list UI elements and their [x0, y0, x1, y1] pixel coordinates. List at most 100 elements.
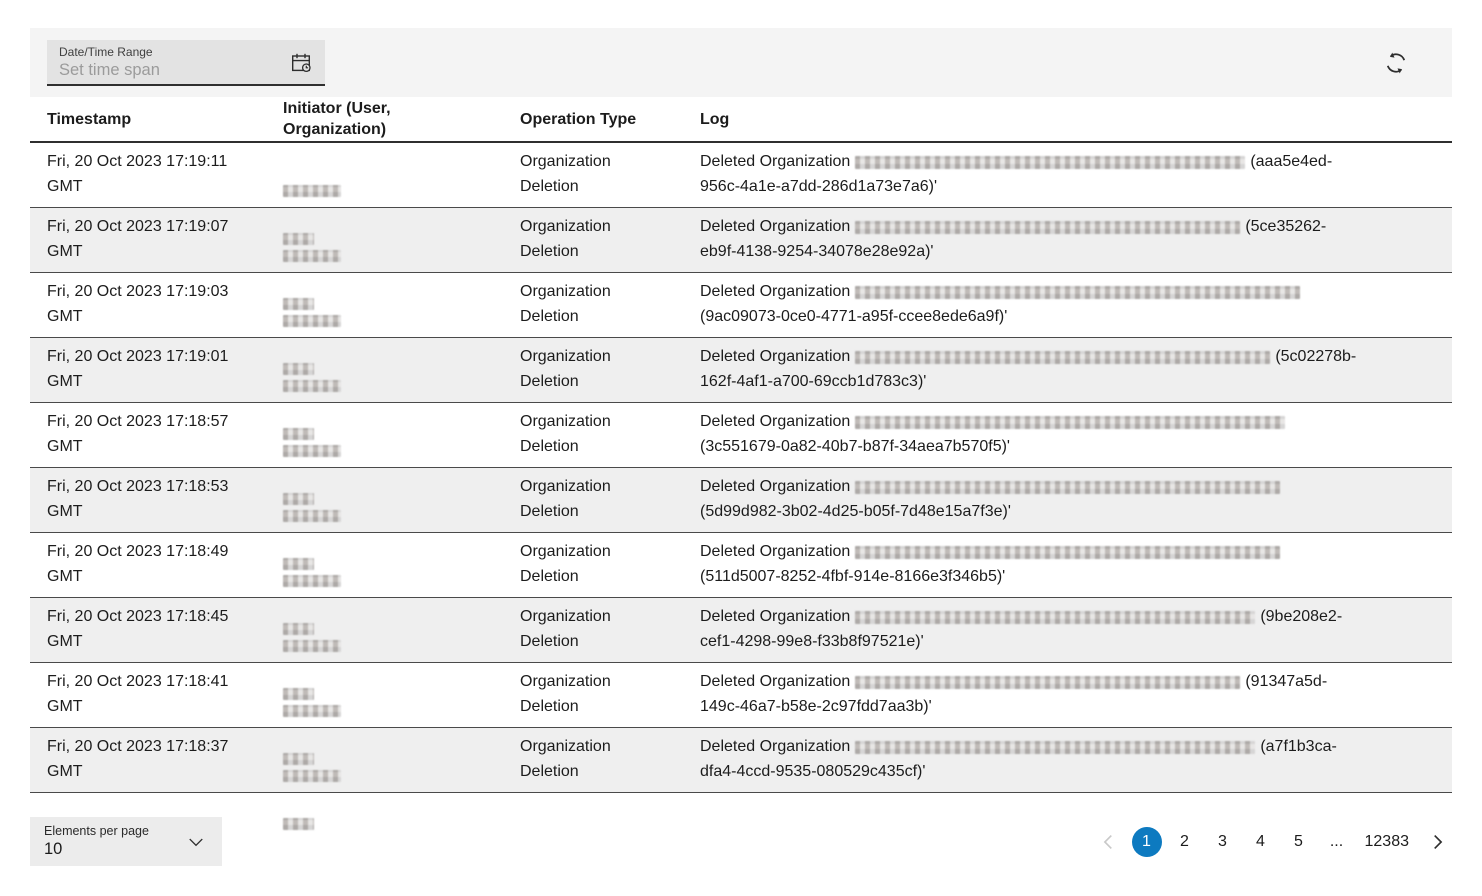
- pagination-page-5[interactable]: 5: [1284, 827, 1314, 857]
- operation-type-cell: Organization Deletion: [520, 348, 611, 390]
- log-text: Deleted Organization: [700, 478, 851, 495]
- pagination-page-3[interactable]: 3: [1208, 827, 1238, 857]
- redacted-initiator-org: [283, 363, 314, 375]
- redacted-initiator-org: [283, 428, 314, 440]
- initiator-cell: [283, 345, 520, 465]
- pagination: 1 2 3 4 5 ... 12383: [1094, 826, 1453, 857]
- column-header-timestamp: Timestamp: [47, 110, 132, 128]
- initiator-cell: [283, 670, 520, 790]
- operation-type-cell: Organization Deletion: [520, 543, 611, 585]
- log-text: (3c551679-0a82-40b7-b87f-34aea7b570f5)': [700, 437, 1010, 455]
- log-text: Deleted Organization: [700, 673, 851, 690]
- timestamp-cell: Fri, 20 Oct 2023 17:18:45 GMT: [47, 608, 229, 650]
- toolbar: Date/Time Range Set time span: [30, 28, 1452, 97]
- table-row: Fri, 20 Oct 2023 17:19:01 GMT Organizati…: [30, 338, 1452, 440]
- redacted-organization-name: [855, 416, 1286, 430]
- table-row: Fri, 20 Oct 2023 17:18:41 GMT Organizati…: [30, 663, 1452, 765]
- table-row: Fri, 20 Oct 2023 17:19:03 GMT Organizati…: [30, 273, 1452, 375]
- redacted-initiator-org: [283, 493, 314, 505]
- log-text: Deleted Organization: [700, 413, 851, 430]
- table-row: Fri, 20 Oct 2023 17:18:57 GMT Organizati…: [30, 403, 1452, 505]
- operation-type-cell: Organization Deletion: [520, 413, 611, 455]
- datetime-range-placeholder: Set time span: [59, 60, 160, 79]
- table-row: Fri, 20 Oct 2023 17:18:45 GMT Organizati…: [30, 598, 1452, 700]
- log-text: (5c02278b-: [1275, 348, 1357, 365]
- log-text: (5ce35262-: [1245, 218, 1327, 235]
- log-text: (511d5007-8252-4fbf-914e-8166e3f346b5)': [700, 567, 1006, 585]
- redacted-initiator-user: [283, 314, 341, 327]
- elements-per-page-select[interactable]: Elements per page 10: [30, 817, 222, 866]
- log-text: eb9f-4138-9254-34078e28e92a)': [700, 242, 934, 260]
- log-text: (5d99d982-3b02-4d25-b05f-7d48e15a7f3e)': [700, 502, 1011, 520]
- log-text: Deleted Organization: [700, 283, 851, 300]
- initiator-cell: [283, 410, 520, 530]
- redacted-initiator-org: [283, 298, 314, 310]
- log-cell: Deleted Organization (5ce35262- eb9f-4138-…: [700, 215, 1452, 335]
- datetime-range-field[interactable]: Date/Time Range Set time span: [47, 39, 325, 86]
- pagination-page-last[interactable]: 12383: [1360, 827, 1415, 857]
- redacted-initiator-user: [283, 184, 341, 197]
- timestamp-cell: Fri, 20 Oct 2023 17:19:01 GMT: [47, 348, 229, 390]
- redacted-initiator-user: [283, 704, 341, 717]
- timestamp-cell: Fri, 20 Oct 2023 17:18:49 GMT: [47, 543, 229, 585]
- redacted-initiator-org: [283, 623, 314, 635]
- log-cell: Deleted Organization (91347a5d- 149c-46a7-…: [700, 670, 1452, 790]
- timestamp-cell: Fri, 20 Oct 2023 17:18:53 GMT: [47, 478, 229, 520]
- audit-log-table: Timestamp Initiator (User, Organization)…: [30, 97, 1452, 830]
- refresh-icon: [1383, 50, 1409, 76]
- timestamp-cell: Fri, 20 Oct 2023 17:18:37 GMT: [47, 738, 229, 780]
- redacted-organization-name: [855, 741, 1256, 755]
- pagination-next-button[interactable]: [1422, 827, 1452, 857]
- table-row: Fri, 20 Oct 2023 17:18:37 GMT Organizati…: [30, 728, 1452, 830]
- redacted-organization-name: [855, 481, 1281, 495]
- log-text: Deleted Organization: [700, 738, 851, 755]
- pagination-prev-button[interactable]: [1094, 827, 1124, 857]
- pagination-page-2[interactable]: 2: [1170, 827, 1200, 857]
- log-text: Deleted Organization: [700, 543, 851, 560]
- log-cell: Deleted Organization (3c551679-0a82-40b7-…: [700, 410, 1452, 530]
- log-text: Deleted Organization: [700, 608, 851, 625]
- table-footer: Elements per page 10 1 2 3 4 5 ...: [30, 817, 1452, 866]
- redacted-initiator-user: [283, 574, 341, 587]
- refresh-button[interactable]: [1382, 49, 1410, 77]
- redacted-initiator-user: [283, 509, 341, 522]
- log-text: (9ac09073-0ce0-4771-a95f-ccee8ede6a9f)': [700, 307, 1008, 325]
- timestamp-cell: Fri, 20 Oct 2023 17:18:57 GMT: [47, 413, 229, 455]
- log-cell: Deleted Organization (9be208e2- cef1-4298-…: [700, 605, 1452, 725]
- operation-type-cell: Organization Deletion: [520, 218, 611, 260]
- pagination-page-4[interactable]: 4: [1246, 827, 1276, 857]
- log-text: (91347a5d-: [1245, 673, 1328, 690]
- log-text: 162f-4af1-a700-69ccb1d783c3)': [700, 372, 927, 390]
- operation-type-cell: Organization Deletion: [520, 478, 611, 520]
- redacted-organization-name: [855, 156, 1246, 170]
- pagination-ellipsis: ...: [1329, 832, 1344, 850]
- operation-type-cell: Organization Deletion: [520, 608, 611, 650]
- calendar-clock-icon[interactable]: [289, 51, 313, 75]
- redacted-organization-name: [855, 221, 1241, 235]
- log-text: (9be208e2-: [1260, 608, 1343, 625]
- redacted-organization-name: [855, 676, 1241, 690]
- redacted-organization-name: [855, 351, 1271, 365]
- elements-per-page-value: 10: [44, 840, 63, 858]
- initiator-cell: [283, 215, 520, 335]
- redacted-organization-name: [855, 546, 1281, 560]
- redacted-organization-name: [855, 286, 1301, 300]
- log-text: dfa4-4ccd-9535-080529c435cf)': [700, 762, 926, 780]
- redacted-initiator-org: [283, 688, 314, 700]
- operation-type-cell: Organization Deletion: [520, 283, 611, 325]
- log-text: Deleted Organization: [700, 218, 851, 235]
- redacted-initiator-org: [283, 233, 314, 245]
- timestamp-cell: Fri, 20 Oct 2023 17:18:41 GMT: [47, 673, 229, 715]
- table-row: Fri, 20 Oct 2023 17:18:49 GMT Organizati…: [30, 533, 1452, 635]
- log-text: (a7f1b3ca-: [1260, 738, 1337, 755]
- initiator-cell: [283, 735, 520, 855]
- pagination-page-1[interactable]: 1: [1131, 826, 1162, 857]
- redacted-initiator-user: [283, 769, 341, 782]
- initiator-cell: [283, 475, 520, 595]
- chevron-left-icon: [1098, 831, 1120, 853]
- column-header-log: Log: [700, 110, 730, 128]
- log-cell: Deleted Organization (aaa5e4ed- 956c-4a1e-…: [700, 150, 1452, 270]
- operation-type-cell: Organization Deletion: [520, 673, 611, 715]
- table-row: Fri, 20 Oct 2023 17:19:07 GMT Organizati…: [30, 208, 1452, 310]
- redacted-initiator-user: [283, 379, 341, 392]
